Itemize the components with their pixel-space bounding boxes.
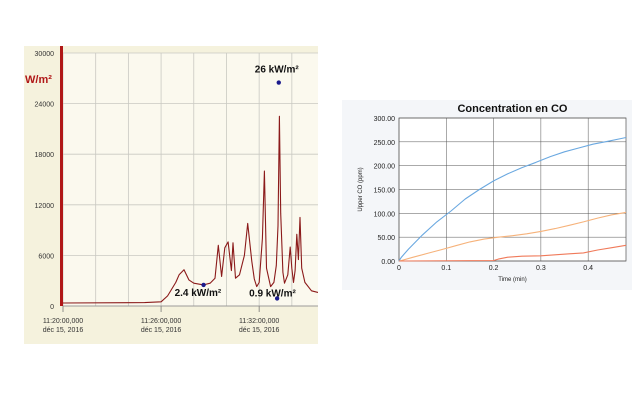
annotation-label: 2.4 kW/m² [175,288,222,299]
y-tick-label: 12000 [35,203,55,210]
irradiance-series-line [62,115,319,304]
x-tick-label: 0.3 [536,265,546,272]
annotation-label: 0.9 kW/m² [249,288,296,299]
chart-title: Concentration en CO [457,103,567,115]
y-unit-label: W/m² [25,74,52,86]
y-tick-label: 300.00 [374,116,396,123]
y-tick-label: 200.00 [374,164,396,171]
annotation-marker [201,282,206,288]
plot-area [63,53,318,306]
annotation-label: 26 kW/m² [255,65,300,76]
y-tick-label: 0 [50,304,54,311]
y-tick-label: 100.00 [374,211,396,218]
y-tick-label: 250.00 [374,140,396,147]
y-tick-label: 50.00 [377,235,395,242]
annotation-marker [274,296,280,301]
y-tick-label: 150.00 [374,188,396,195]
annotation-marker [276,80,281,85]
y-tick-label: 0.00 [381,259,395,266]
x-tick-label: 0.4 [583,265,593,272]
x-tick-label: 0.2 [489,265,499,272]
irradiance-chart-panel: 30000 24000 18000 12000 6000 0 11:20:00,000 déc… [24,46,319,344]
y-tick-label: 24000 [35,102,55,109]
x-tick-time: 11:20:00,000 [43,318,83,325]
x-tick-date: déc 15, 2016 [43,327,84,334]
x-tick-label: 0 [397,265,401,272]
x-tick-time: 11:32:00,000 [239,318,279,325]
x-tick-label: 0.1 [441,265,451,272]
co-concentration-chart: Concentration en CO 300.00 250.00 200.00 150… [358,103,627,283]
y-tick-label: 18000 [35,152,55,159]
co-concentration-chart-panel: Concentration en CO 300.00 250.00 200.00 150… [342,100,632,290]
irradiance-chart: 30000 24000 18000 12000 6000 0 11:20:00,000 déc… [25,46,319,334]
y-tick-label: 30000 [35,51,55,58]
x-tick-time: 11:26:00,000 [141,318,181,325]
y-axis-bar [60,46,63,306]
x-tick-date: déc 15, 2016 [239,327,280,334]
x-tick-date: déc 15, 2016 [141,327,182,334]
x-axis-label: Time (min) [498,277,526,283]
co-series-line-1 [398,136,627,262]
co-series-line-3 [398,244,627,262]
y-tick-label: 6000 [38,253,54,260]
y-axis-label: Upper CO (ppm) [358,167,364,211]
co-series-line-2 [398,211,627,262]
